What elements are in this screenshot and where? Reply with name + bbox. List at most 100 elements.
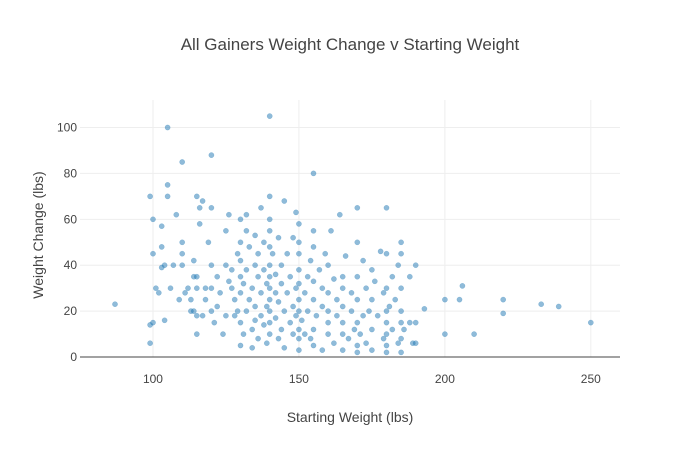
scatter-point[interactable]	[252, 317, 258, 324]
scatter-point[interactable]	[354, 296, 361, 303]
scatter-point[interactable]	[226, 211, 232, 218]
scatter-point[interactable]	[217, 289, 223, 296]
scatter-point[interactable]	[185, 285, 191, 292]
scatter-point[interactable]	[383, 204, 390, 211]
scatter-point[interactable]	[237, 239, 244, 246]
scatter-point[interactable]	[240, 280, 247, 287]
scatter-point[interactable]	[167, 285, 174, 292]
scatter-point[interactable]	[266, 273, 273, 280]
scatter-point[interactable]	[208, 204, 215, 211]
scatter-point[interactable]	[348, 308, 355, 314]
scatter-point[interactable]	[354, 349, 361, 356]
scatter-point[interactable]	[310, 278, 317, 285]
scatter-point[interactable]	[369, 266, 375, 273]
scatter-point[interactable]	[389, 273, 396, 280]
scatter-point[interactable]	[164, 193, 171, 200]
scatter-point[interactable]	[442, 296, 448, 303]
scatter-point[interactable]	[202, 296, 209, 303]
scatter-point[interactable]	[266, 262, 273, 269]
scatter-point[interactable]	[243, 227, 250, 234]
scatter-point[interactable]	[246, 244, 253, 250]
scatter-point[interactable]	[272, 289, 279, 296]
scatter-point[interactable]	[395, 340, 402, 347]
scatter-point[interactable]	[296, 250, 302, 257]
scatter-point[interactable]	[243, 308, 250, 314]
scatter-point[interactable]	[161, 262, 168, 269]
scatter-point[interactable]	[112, 301, 118, 308]
scatter-point[interactable]	[228, 285, 235, 292]
scatter-point[interactable]	[275, 335, 282, 342]
scatter-point[interactable]	[150, 250, 156, 257]
scatter-point[interactable]	[272, 315, 279, 321]
scatter-point[interactable]	[252, 232, 258, 239]
scatter-point[interactable]	[214, 273, 221, 280]
scatter-point[interactable]	[310, 342, 317, 349]
scatter-point[interactable]	[281, 198, 288, 204]
scatter-point[interactable]	[369, 296, 375, 303]
scatter-point[interactable]	[442, 331, 448, 337]
scatter-point[interactable]	[290, 303, 296, 310]
scatter-point[interactable]	[284, 289, 291, 296]
scatter-point[interactable]	[354, 239, 361, 246]
scatter-point[interactable]	[304, 273, 311, 280]
scatter-point[interactable]	[383, 349, 390, 356]
scatter-point[interactable]	[351, 326, 358, 333]
scatter-point[interactable]	[301, 331, 308, 337]
scatter-point[interactable]	[255, 273, 261, 280]
scatter-point[interactable]	[179, 239, 186, 246]
scatter-point[interactable]	[161, 317, 168, 324]
scatter-point[interactable]	[193, 331, 200, 337]
scatter-point[interactable]	[354, 319, 361, 326]
scatter-point[interactable]	[193, 285, 200, 292]
scatter-point[interactable]	[339, 319, 346, 326]
scatter-point[interactable]	[176, 296, 183, 303]
scatter-point[interactable]	[406, 273, 413, 280]
scatter-point[interactable]	[182, 289, 188, 296]
scatter-point[interactable]	[296, 296, 302, 303]
scatter-point[interactable]	[301, 289, 308, 296]
scatter-point[interactable]	[380, 335, 387, 342]
scatter-point[interactable]	[336, 211, 343, 218]
scatter-point[interactable]	[363, 285, 369, 292]
scatter-point[interactable]	[193, 193, 200, 200]
scatter-point[interactable]	[339, 347, 346, 353]
scatter-point[interactable]	[293, 209, 299, 216]
scatter-point[interactable]	[258, 289, 264, 296]
scatter-point[interactable]	[307, 335, 314, 342]
scatter-point[interactable]	[325, 331, 331, 337]
scatter-point[interactable]	[266, 193, 273, 200]
scatter-point[interactable]	[389, 326, 396, 333]
scatter-point[interactable]	[199, 198, 206, 204]
scatter-point[interactable]	[339, 285, 346, 292]
scatter-point[interactable]	[208, 308, 215, 314]
scatter-point[interactable]	[392, 296, 399, 303]
scatter-point[interactable]	[243, 266, 250, 273]
scatter-point[interactable]	[380, 289, 387, 296]
scatter-point[interactable]	[205, 239, 212, 246]
scatter-point[interactable]	[296, 266, 302, 273]
scatter-point[interactable]	[249, 326, 256, 333]
scatter-point[interactable]	[310, 227, 317, 234]
scatter-point[interactable]	[261, 322, 267, 328]
scatter-point[interactable]	[208, 152, 215, 158]
scatter-point[interactable]	[313, 312, 320, 319]
scatter-point[interactable]	[287, 319, 294, 326]
scatter-point[interactable]	[369, 347, 375, 353]
scatter-point[interactable]	[386, 303, 393, 310]
scatter-point[interactable]	[261, 266, 267, 273]
scatter-point[interactable]	[395, 262, 402, 269]
scatter-point[interactable]	[179, 159, 186, 165]
scatter-point[interactable]	[342, 253, 349, 259]
scatter-point[interactable]	[252, 262, 258, 269]
scatter-point[interactable]	[150, 319, 156, 326]
scatter-point[interactable]	[263, 340, 270, 347]
scatter-point[interactable]	[383, 319, 390, 326]
scatter-point[interactable]	[278, 326, 285, 333]
scatter-point[interactable]	[307, 257, 314, 264]
scatter-point[interactable]	[249, 285, 256, 292]
scatter-point[interactable]	[223, 312, 229, 319]
scatter-point[interactable]	[406, 319, 413, 326]
scatter-point[interactable]	[296, 239, 302, 246]
scatter-point[interactable]	[243, 211, 250, 218]
scatter-point[interactable]	[258, 204, 264, 211]
